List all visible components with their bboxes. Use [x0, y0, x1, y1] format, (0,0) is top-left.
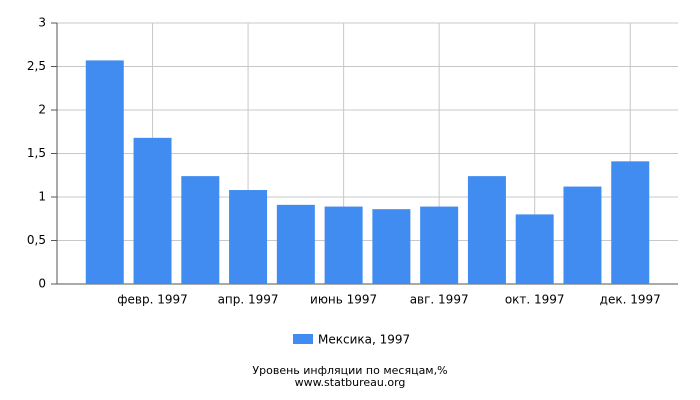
- legend-swatch: [293, 334, 313, 344]
- footer-source: www.statbureau.org: [295, 376, 406, 389]
- bar: [324, 206, 363, 284]
- bar: [276, 204, 315, 284]
- x-tick-label: июнь 1997: [310, 293, 377, 307]
- bar: [611, 161, 650, 284]
- y-tick-label: 3: [38, 16, 46, 30]
- y-tick-label: 0,5: [27, 233, 46, 247]
- x-tick-label: авг. 1997: [410, 293, 469, 307]
- x-tick-label: февр. 1997: [117, 293, 188, 307]
- y-tick-label: 2,5: [27, 59, 46, 73]
- y-tick-label: 1,5: [27, 146, 46, 160]
- x-tick-label: окт. 1997: [505, 293, 565, 307]
- bar: [563, 186, 602, 284]
- y-tick-label: 2: [38, 103, 46, 117]
- bar: [515, 214, 554, 284]
- bar: [181, 176, 220, 284]
- bar: [133, 137, 172, 284]
- legend-label: Мексика, 1997: [318, 333, 410, 347]
- y-tick-label: 1: [38, 190, 46, 204]
- bar: [467, 176, 506, 284]
- bar: [420, 206, 459, 284]
- bar: [372, 209, 411, 284]
- footer-title: Уровень инфляции по месяцам,%: [252, 364, 447, 377]
- bar: [85, 60, 124, 284]
- x-tick-label: дек. 1997: [600, 293, 661, 307]
- bar: [229, 190, 268, 284]
- y-tick-label: 0: [38, 277, 46, 291]
- x-tick-label: апр. 1997: [218, 293, 279, 307]
